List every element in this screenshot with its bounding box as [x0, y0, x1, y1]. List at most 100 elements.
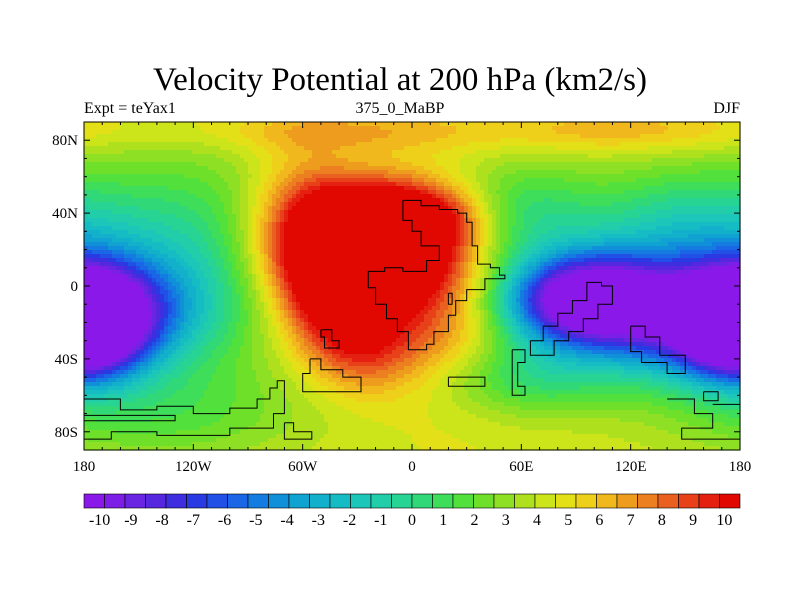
field-cell	[236, 154, 241, 159]
field-cell	[148, 214, 153, 219]
field-cell	[504, 230, 509, 235]
field-cell	[240, 190, 245, 195]
field-cell	[216, 174, 221, 179]
field-cell	[264, 158, 269, 163]
field-cell	[460, 150, 465, 155]
field-cell	[504, 178, 509, 183]
field-cell	[560, 134, 565, 139]
field-cell	[468, 154, 473, 159]
field-cell	[240, 214, 245, 219]
field-cell	[636, 206, 641, 211]
field-cell	[620, 186, 625, 191]
field-cell	[512, 238, 517, 243]
field-cell	[208, 138, 213, 143]
field-cell	[648, 178, 653, 183]
field-cell	[232, 206, 237, 211]
field-cell	[172, 218, 177, 223]
field-cell	[348, 150, 353, 155]
field-cell	[332, 146, 337, 151]
field-cell	[120, 170, 125, 175]
field-cell	[156, 170, 161, 175]
field-cell	[500, 170, 505, 175]
field-cell	[172, 134, 177, 139]
field-cell	[272, 222, 277, 227]
field-cell	[508, 158, 513, 163]
field-cell	[704, 214, 709, 219]
field-cell	[280, 214, 285, 219]
field-cell	[240, 170, 245, 175]
field-cell	[508, 182, 513, 187]
field-cell	[216, 210, 221, 215]
field-cell	[188, 174, 193, 179]
field-cell	[368, 178, 373, 183]
field-cell	[164, 154, 169, 159]
field-cell	[480, 150, 485, 155]
field-cell	[336, 170, 341, 175]
field-cell	[184, 234, 189, 239]
field-cell	[368, 190, 373, 195]
field-cell	[616, 186, 621, 191]
field-cell	[452, 190, 457, 195]
field-cell	[428, 170, 433, 175]
field-cell	[688, 130, 693, 135]
field-cell	[356, 242, 361, 247]
field-cell	[244, 154, 249, 159]
field-cell	[180, 126, 185, 131]
field-cell	[320, 206, 325, 211]
field-cell	[552, 238, 557, 243]
field-cell	[228, 146, 233, 151]
field-cell	[120, 214, 125, 219]
field-cell	[328, 174, 333, 179]
field-cell	[228, 182, 233, 187]
field-cell	[232, 150, 237, 155]
field-cell	[192, 142, 197, 147]
field-cell	[472, 174, 477, 179]
field-cell	[460, 166, 465, 171]
field-cell	[564, 198, 569, 203]
field-cell	[276, 238, 281, 243]
field-cell	[232, 234, 237, 239]
field-cell	[204, 130, 209, 135]
field-cell	[108, 202, 113, 207]
field-cell	[468, 210, 473, 215]
field-cell	[676, 194, 681, 199]
field-cell	[356, 198, 361, 203]
field-cell	[572, 238, 577, 243]
field-cell	[640, 210, 645, 215]
field-cell	[104, 130, 109, 135]
field-cell	[460, 158, 465, 163]
field-cell	[196, 146, 201, 151]
field-cell	[652, 214, 657, 219]
field-cell	[180, 198, 185, 203]
field-cell	[576, 186, 581, 191]
field-cell	[672, 210, 677, 215]
field-cell	[336, 202, 341, 207]
field-cell	[176, 194, 181, 199]
field-cell	[728, 162, 733, 167]
field-cell	[388, 126, 393, 131]
field-cell	[108, 174, 113, 179]
field-cell	[232, 210, 237, 215]
field-cell	[376, 178, 381, 183]
field-cell	[432, 130, 437, 135]
field-cell	[476, 138, 481, 143]
field-cell	[504, 142, 509, 147]
field-cell	[404, 210, 409, 215]
field-cell	[604, 126, 609, 131]
field-cell	[152, 190, 157, 195]
field-cell	[460, 206, 465, 211]
field-cell	[672, 214, 677, 219]
field-cell	[216, 154, 221, 159]
field-cell	[112, 170, 117, 175]
field-cell	[300, 130, 305, 135]
field-cell	[92, 126, 97, 131]
field-cell	[556, 206, 561, 211]
field-cell	[184, 162, 189, 167]
field-cell	[448, 134, 453, 139]
field-cell	[144, 186, 149, 191]
field-cell	[120, 142, 125, 147]
field-cell	[364, 206, 369, 211]
field-cell	[544, 222, 549, 227]
field-cell	[388, 138, 393, 143]
field-cell	[312, 150, 317, 155]
